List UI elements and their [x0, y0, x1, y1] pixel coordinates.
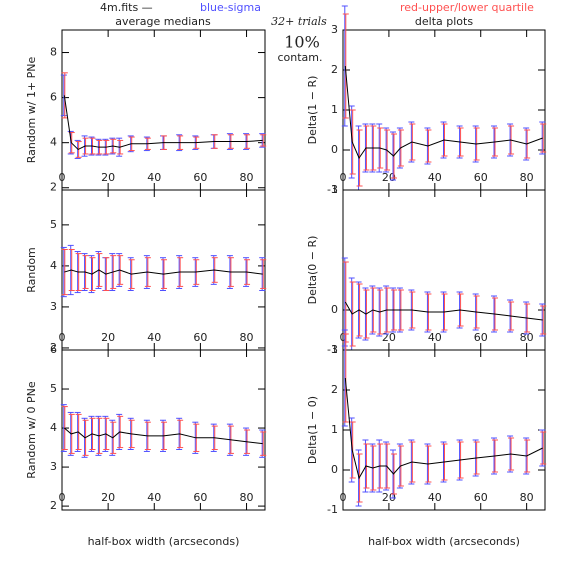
panel: 0 20 40 60 80 2 3 4 5 6 Random w/ 0 PNe half-box wi…: [25, 343, 267, 548]
contamination-label: contam.: [277, 51, 322, 64]
x-tick-label: 60: [193, 171, 207, 184]
y-tick-label: -1: [327, 183, 338, 196]
y-tick-label: 3: [50, 300, 57, 313]
right-title: delta plots: [415, 15, 473, 28]
y-tick-label: 2: [50, 341, 57, 354]
y-axis-label: Delta(0 − R): [306, 236, 319, 305]
y-tick-label: 3: [331, 183, 338, 196]
plot-frame: [61, 29, 266, 191]
x-tick-label: 20: [101, 171, 115, 184]
x-tick-label: 0: [59, 331, 66, 344]
y-tick-label: 6: [50, 343, 57, 356]
data-line: [344, 65, 543, 160]
y-tick-label: 0: [331, 143, 338, 156]
file-name: 4m.fits —: [100, 1, 153, 14]
x-tick-label: 40: [147, 491, 161, 504]
data-line: [63, 427, 263, 445]
x-tick-label: 80: [240, 331, 254, 344]
y-axis-label: Random w/ 1+ PNe: [25, 56, 38, 163]
x-tick-label: 80: [520, 171, 534, 184]
x-tick-label: 80: [240, 171, 254, 184]
y-tick-label: 1: [331, 103, 338, 116]
y-tick-label: 2: [331, 383, 338, 396]
x-tick-label: 0: [340, 491, 347, 504]
x-tick-label: 20: [382, 331, 396, 344]
x-tick-label: 40: [428, 171, 442, 184]
data-line: [344, 377, 543, 480]
x-tick-label: 0: [340, 331, 347, 344]
panel: 0 20 40 60 80 2 4 6 8 Random w/ 1+ PNe: [25, 29, 267, 194]
x-tick-label: 60: [474, 331, 488, 344]
data-line: [344, 301, 543, 321]
y-tick-label: 4: [50, 259, 57, 272]
x-tick-label: 60: [193, 491, 207, 504]
x-tick-label: 0: [59, 171, 66, 184]
x-tick-label: 80: [520, 491, 534, 504]
y-tick-label: 0: [331, 463, 338, 476]
y-axis-label: Delta(1 − 0): [306, 396, 319, 464]
y-tick-label: 3: [50, 460, 57, 473]
y-tick-label: 6: [50, 91, 57, 104]
y-tick-label: 3: [331, 23, 338, 36]
x-tick-label: 40: [147, 331, 161, 344]
y-tick-label: 2: [331, 63, 338, 76]
y-axis-label: Random: [25, 247, 38, 293]
sigma-note: blue-sigma: [200, 1, 261, 14]
x-tick-label: 40: [147, 171, 161, 184]
y-tick-label: 1: [331, 423, 338, 436]
y-tick-label: -1: [327, 343, 338, 356]
y-axis-label: Delta(1 − R): [306, 76, 319, 145]
data-line: [63, 95, 263, 151]
y-tick-label: 4: [50, 421, 57, 434]
y-axis-label: Random w/ 0 PNe: [25, 381, 38, 479]
x-tick-label: 60: [474, 491, 488, 504]
x-tick-label: 0: [340, 171, 347, 184]
y-tick-label: 0: [331, 303, 338, 316]
y-tick-label: 5: [50, 382, 57, 395]
y-tick-label: 2: [50, 181, 57, 194]
x-tick-label: 20: [101, 331, 115, 344]
y-tick-label: 4: [50, 136, 57, 149]
x-tick-label: 80: [240, 491, 254, 504]
x-axis-label: half-box width (arcseconds): [368, 535, 520, 548]
left-title: average medians: [115, 15, 211, 28]
trials: 32+ trials: [271, 15, 327, 28]
x-tick-label: 0: [59, 491, 66, 504]
quartile-note: red-upper/lower quartile: [400, 1, 534, 14]
y-tick-label: 3: [331, 343, 338, 356]
x-tick-label: 20: [101, 491, 115, 504]
x-tick-label: 40: [428, 491, 442, 504]
x-tick-label: 60: [474, 171, 488, 184]
panel: 0 20 40 60 80 2 3 4 5 Random: [25, 189, 267, 354]
y-tick-label: 2: [50, 499, 57, 512]
y-tick-label: 8: [50, 46, 57, 59]
y-tick-label: 5: [50, 218, 57, 231]
x-axis-label: half-box width (arcseconds): [88, 535, 240, 548]
x-tick-label: 60: [193, 331, 207, 344]
data-line: [64, 269, 263, 275]
x-tick-label: 40: [428, 331, 442, 344]
x-tick-label: 20: [382, 171, 396, 184]
contamination: 10%: [284, 33, 320, 52]
y-tick-label: -1: [327, 503, 338, 516]
